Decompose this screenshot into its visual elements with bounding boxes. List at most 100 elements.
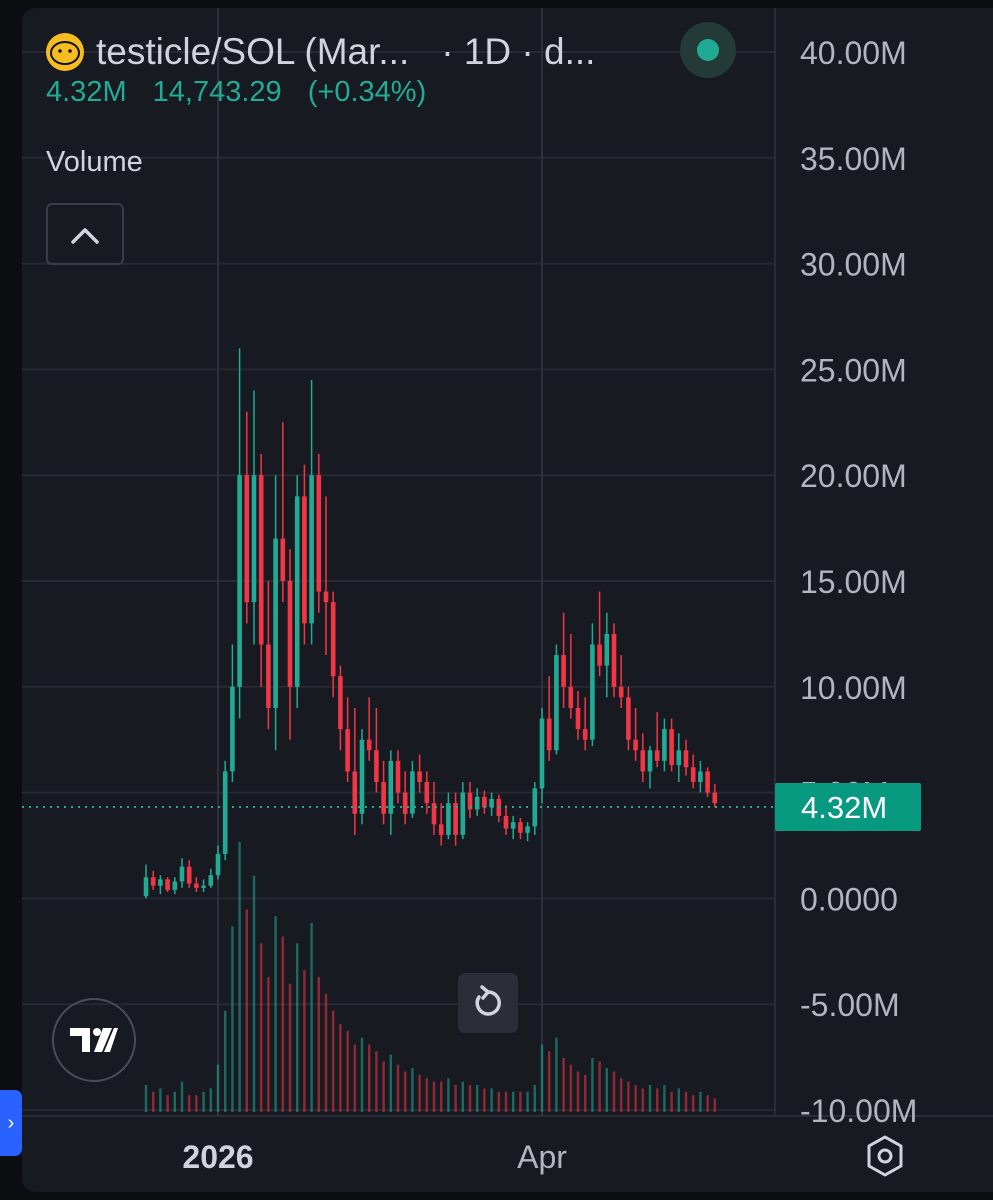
time-axis[interactable]: 2026 Apr — [182, 1139, 567, 1175]
last-value: 4.32M — [46, 76, 127, 108]
candle-body — [647, 750, 653, 772]
candle-body — [388, 760, 394, 814]
volume-bar — [411, 1068, 414, 1112]
collapse-indicators-button[interactable] — [46, 203, 124, 265]
symbol-row[interactable]: testicle/SOL (Mar... · 1D · d... — [46, 31, 596, 72]
candle-body — [172, 881, 178, 890]
volume-bar — [195, 1095, 198, 1112]
volume-bar — [317, 977, 320, 1112]
candle-body — [294, 496, 300, 687]
candle-body — [208, 875, 214, 886]
tradingview-logo-button[interactable] — [52, 998, 136, 1082]
candle-body — [222, 771, 228, 854]
volume-bar — [576, 1071, 580, 1112]
reset-icon — [475, 985, 501, 1016]
volume-bar — [353, 1044, 356, 1112]
market-status-button[interactable] — [680, 22, 736, 78]
candle-body — [179, 866, 185, 882]
volume-bar — [418, 1074, 421, 1112]
volume-bar — [231, 926, 234, 1112]
candle-body — [143, 877, 149, 897]
candle-body — [554, 655, 559, 751]
volume-bar — [663, 1085, 666, 1112]
y-tick-label: 25.00M — [800, 352, 907, 388]
volume-bar — [540, 1044, 544, 1112]
price-axis[interactable]: 40.00M 35.00M 30.00M 25.00M 20.00M 15.00M 10.0… — [800, 35, 917, 1129]
candle-body — [518, 822, 523, 833]
volume-bar — [159, 1088, 162, 1112]
candle-body — [575, 707, 581, 730]
candle-body — [604, 633, 610, 666]
candle-body — [287, 581, 293, 687]
symbol-logo-icon[interactable] — [46, 33, 84, 71]
volume-bar — [706, 1095, 709, 1112]
candle-body — [374, 750, 379, 783]
volume-indicator-label[interactable]: Volume — [46, 146, 143, 178]
interval-label[interactable]: · 1D · d... — [441, 31, 596, 72]
price-value: 14,743.29 — [152, 76, 282, 108]
y-tick-label: -10.00M — [800, 1093, 917, 1129]
volume-bar — [296, 943, 299, 1112]
candle-body — [338, 676, 343, 730]
volume-bar — [656, 1088, 659, 1112]
candle-body — [215, 853, 221, 876]
volume-bar — [396, 1064, 400, 1112]
candle-body — [266, 644, 271, 708]
candle-body — [410, 771, 415, 814]
volume-bars — [144, 842, 716, 1112]
volume-bar — [684, 1091, 688, 1112]
volume-bar — [375, 1051, 378, 1112]
volume-bar — [713, 1098, 716, 1112]
candle-body — [503, 815, 509, 829]
candle-body — [611, 633, 617, 687]
y-tick-label: 0.0000 — [800, 881, 898, 917]
volume-bar — [252, 875, 256, 1112]
candle-body — [489, 798, 494, 808]
volume-bar — [519, 1091, 522, 1112]
candle-body — [150, 877, 156, 886]
candle-body — [359, 739, 365, 814]
volume-bar — [224, 1010, 227, 1112]
volume-bar — [404, 1071, 407, 1112]
chevron-up-icon — [71, 228, 99, 244]
volume-bar — [620, 1078, 623, 1112]
volume-bar — [605, 1068, 608, 1112]
side-panel-toggle[interactable]: › — [0, 1090, 22, 1156]
volume-bar — [166, 1095, 169, 1112]
volume-bar — [209, 1088, 212, 1112]
volume-bar — [591, 1058, 594, 1112]
volume-bar — [188, 1095, 191, 1112]
candle-body — [316, 475, 322, 592]
candle-body — [194, 883, 199, 888]
volume-bar — [627, 1081, 630, 1112]
volume-bar — [332, 1010, 335, 1112]
volume-bar — [260, 943, 263, 1112]
volume-bar — [648, 1085, 652, 1112]
reset-chart-button[interactable] — [458, 973, 518, 1033]
candle-body — [302, 496, 307, 624]
candle-body — [633, 739, 638, 751]
settings-icon[interactable] — [862, 1133, 908, 1179]
x-tick-label: Apr — [517, 1139, 567, 1175]
volume-bar — [324, 993, 328, 1112]
last-price-marker: 4.32M — [22, 782, 921, 831]
volume-bar — [339, 1024, 342, 1112]
candle-body — [626, 697, 631, 740]
volume-bar — [598, 1061, 601, 1112]
candle-body — [618, 686, 624, 698]
volume-bar — [432, 1081, 436, 1112]
candle-body — [525, 826, 530, 833]
candle-body — [273, 538, 278, 708]
candle-body — [158, 879, 163, 886]
candle-body — [597, 644, 602, 666]
price-chart[interactable]: 40.00M 35.00M 30.00M 25.00M 20.00M 15.00M 10.0… — [22, 8, 993, 1192]
volume-bar — [612, 1071, 616, 1112]
volume-bar — [692, 1095, 695, 1112]
y-tick-label: 20.00M — [800, 458, 907, 494]
chart-panel[interactable]: 40.00M 35.00M 30.00M 25.00M 20.00M 15.00M 10.0… — [22, 8, 993, 1192]
candle-body — [590, 644, 595, 740]
volume-bar — [216, 1064, 220, 1112]
volume-bar — [504, 1091, 508, 1112]
last-price-label-box — [775, 782, 921, 831]
symbol-title[interactable]: testicle/SOL (Mar... — [96, 31, 410, 72]
